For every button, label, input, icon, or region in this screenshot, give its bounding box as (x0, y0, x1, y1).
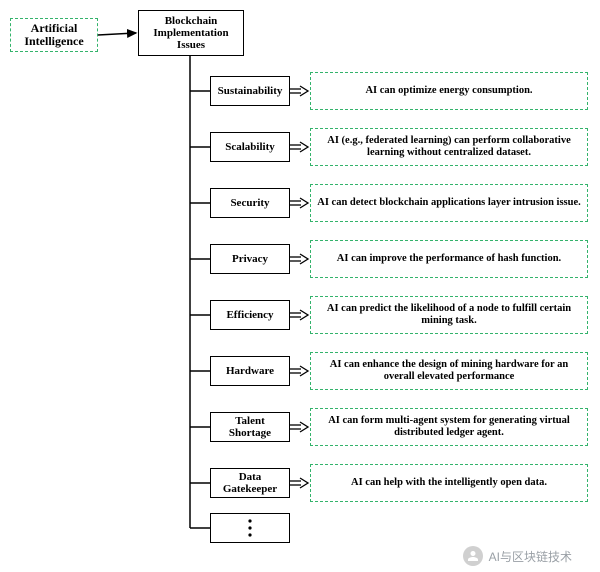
desc-box: AI can form multi-agent system for gener… (310, 408, 588, 446)
issue-box: Sustainability (210, 76, 290, 106)
vertical-ellipsis-icon (235, 518, 265, 538)
branch-line (0, 0, 212, 431)
issue-box: Hardware (210, 356, 290, 386)
issue-box: DataGatekeeper (210, 468, 290, 498)
trunk-line (0, 0, 220, 538)
desc-box: AI can improve the performance of hash f… (310, 240, 588, 278)
desc-box: AI can help with the intelligently open … (310, 464, 588, 502)
desc-box: AI can optimize energy consumption. (310, 72, 588, 110)
issue-box: Security (210, 188, 290, 218)
avatar-icon (463, 546, 483, 566)
issue-box: TalentShortage (210, 412, 290, 442)
footer-watermark: AI与区块链技术 (463, 546, 572, 566)
footer-text: AI与区块链技术 (489, 548, 572, 565)
issue-box: Efficiency (210, 300, 290, 330)
main-issues-box: BlockchainImplementationIssues (138, 10, 244, 56)
desc-box: AI can predict the likelihood of a node … (310, 296, 588, 334)
ellipsis-box (210, 513, 290, 543)
desc-box: AI (e.g., federated learning) can perfor… (310, 128, 588, 166)
issue-box: Privacy (210, 244, 290, 274)
branch-line (0, 0, 212, 375)
desc-box: AI can enhance the design of mining hard… (310, 352, 588, 390)
root-ai-box: ArtificialIntelligence (10, 18, 98, 52)
issue-box: Scalability (210, 132, 290, 162)
desc-box: AI can detect blockchain applications la… (310, 184, 588, 222)
branch-line (0, 0, 212, 487)
